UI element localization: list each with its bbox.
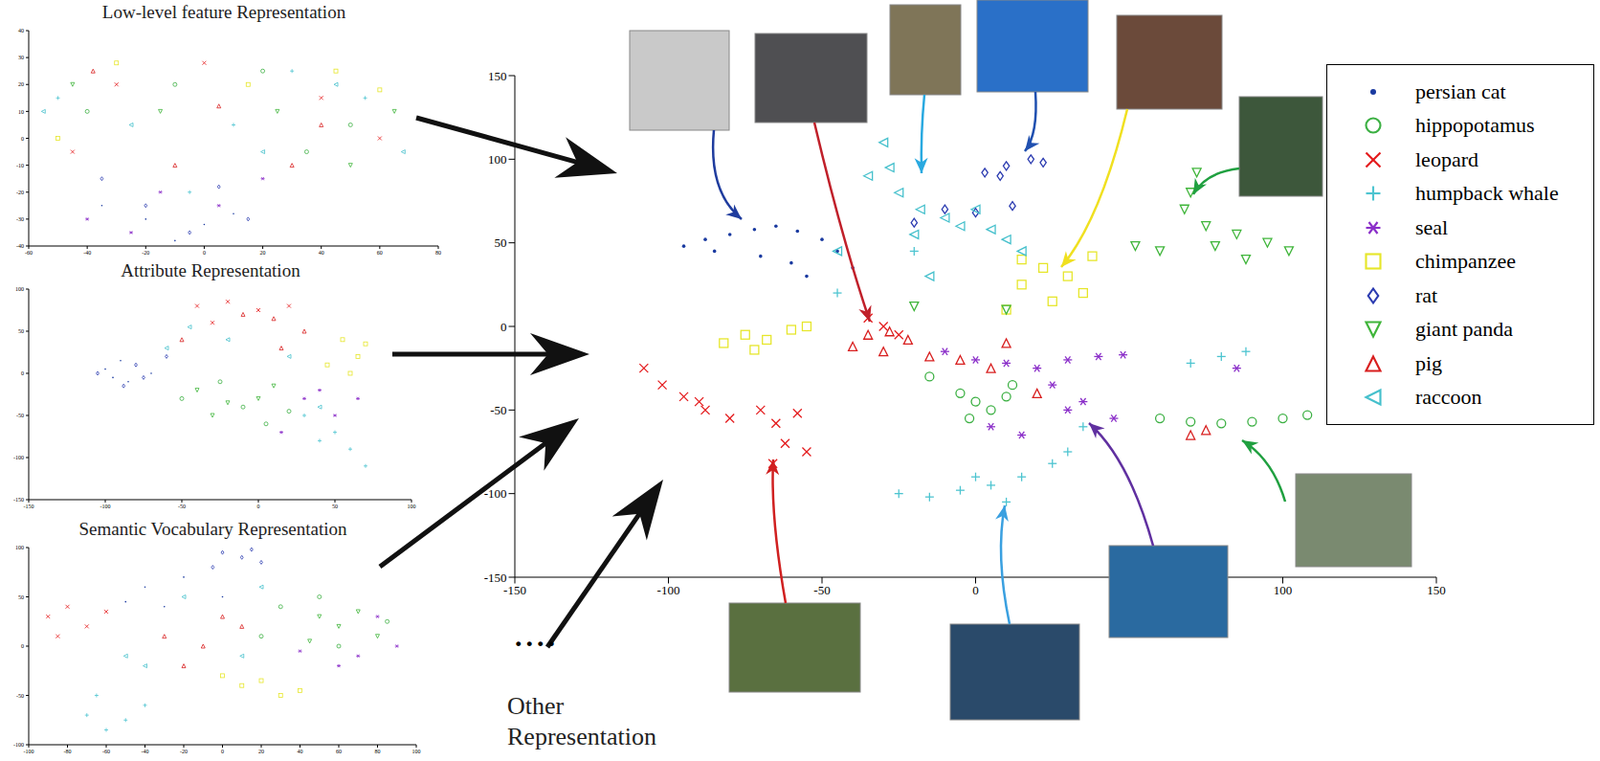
svg-text:50: 50 (18, 328, 24, 334)
svg-text:50: 50 (18, 594, 24, 600)
svg-text:20: 20 (260, 249, 267, 256)
svg-text:-50: -50 (16, 412, 24, 419)
svg-text:100: 100 (15, 286, 24, 292)
svg-text:0: 0 (21, 370, 24, 377)
svg-text:50: 50 (332, 503, 338, 510)
svg-text:100: 100 (488, 152, 508, 167)
svg-text:-100: -100 (657, 582, 681, 598)
html-text:Low-level feature Representati: Low-level feature Representation (102, 1, 346, 23)
svg-text:-40: -40 (83, 249, 91, 256)
html-text:hippopotamus: hippopotamus (1415, 113, 1535, 138)
svg-text:-60: -60 (24, 249, 33, 256)
svg-text:0: 0 (21, 643, 24, 649)
svg-text:-150: -150 (503, 582, 527, 598)
svg-text:-150: -150 (13, 496, 24, 503)
html-text:Semantic Vocabulary Representa: Semantic Vocabulary Representation (78, 518, 347, 539)
svg-text:100: 100 (15, 544, 24, 551)
svg-text:-50: -50 (489, 402, 507, 418)
svg-text:100: 100 (1273, 582, 1293, 598)
svg-text:-20: -20 (179, 748, 188, 755)
svg-text:10: 10 (18, 109, 24, 115)
svg-text:150: 150 (488, 68, 508, 84)
svg-text:-80: -80 (64, 748, 72, 755)
html-text:pig: pig (1415, 351, 1443, 375)
svg-text:0: 0 (221, 748, 224, 755)
html-text:leopard: leopard (1415, 147, 1479, 172)
svg-text:-40: -40 (16, 243, 24, 249)
svg-text:0: 0 (202, 249, 206, 256)
svg-text:-30: -30 (16, 216, 24, 223)
svg-text:-150: -150 (484, 570, 508, 585)
svg-text:0: 0 (257, 503, 261, 510)
html-text:humpback whale: humpback whale (1415, 181, 1559, 206)
svg-text:50: 50 (1123, 582, 1136, 598)
svg-text:-100: -100 (100, 503, 112, 510)
svg-text:50: 50 (494, 235, 508, 250)
svg-text:100: 100 (412, 748, 422, 755)
svg-text:0: 0 (972, 582, 979, 598)
svg-text:-50: -50 (813, 582, 830, 598)
svg-text:0: 0 (21, 135, 24, 142)
svg-text:30: 30 (18, 54, 24, 61)
svg-text:-50: -50 (16, 692, 24, 699)
svg-text:-20: -20 (16, 189, 24, 196)
svg-text:80: 80 (375, 748, 381, 755)
svg-text:20: 20 (258, 748, 265, 755)
svg-text:-50: -50 (177, 503, 186, 510)
svg-text:60: 60 (377, 249, 383, 256)
html-text:persian cat: persian cat (1415, 79, 1506, 104)
svg-text:-150: -150 (23, 503, 35, 510)
svg-text:-100: -100 (484, 486, 508, 501)
svg-text:40: 40 (318, 249, 325, 256)
svg-text:0: 0 (500, 319, 508, 334)
svg-text:100: 100 (407, 503, 417, 510)
svg-text:150: 150 (1426, 582, 1446, 598)
html-text:giant panda: giant panda (1415, 317, 1513, 341)
svg-text:80: 80 (435, 249, 442, 256)
svg-text:40: 40 (297, 748, 304, 755)
html-text:seal: seal (1415, 215, 1449, 240)
html-text:rat: rat (1415, 283, 1438, 307)
html-text:Attribute Representation: Attribute Representation (120, 260, 301, 281)
svg-text:-60: -60 (102, 748, 111, 755)
html-text:chimpanzee: chimpanzee (1415, 249, 1516, 274)
svg-text:-100: -100 (23, 748, 35, 755)
svg-text:-20: -20 (141, 249, 150, 256)
svg-text:60: 60 (335, 748, 342, 755)
html-text:Other Representation: Other Representation (507, 691, 657, 751)
svg-text:20: 20 (18, 81, 24, 88)
svg-text:40: 40 (18, 27, 24, 34)
svg-text:-10: -10 (16, 162, 24, 169)
svg-text:-100: -100 (13, 741, 24, 748)
html-text:raccoon: raccoon (1415, 384, 1482, 409)
svg-text:-100: -100 (13, 454, 24, 461)
svg-text:-40: -40 (141, 748, 150, 755)
